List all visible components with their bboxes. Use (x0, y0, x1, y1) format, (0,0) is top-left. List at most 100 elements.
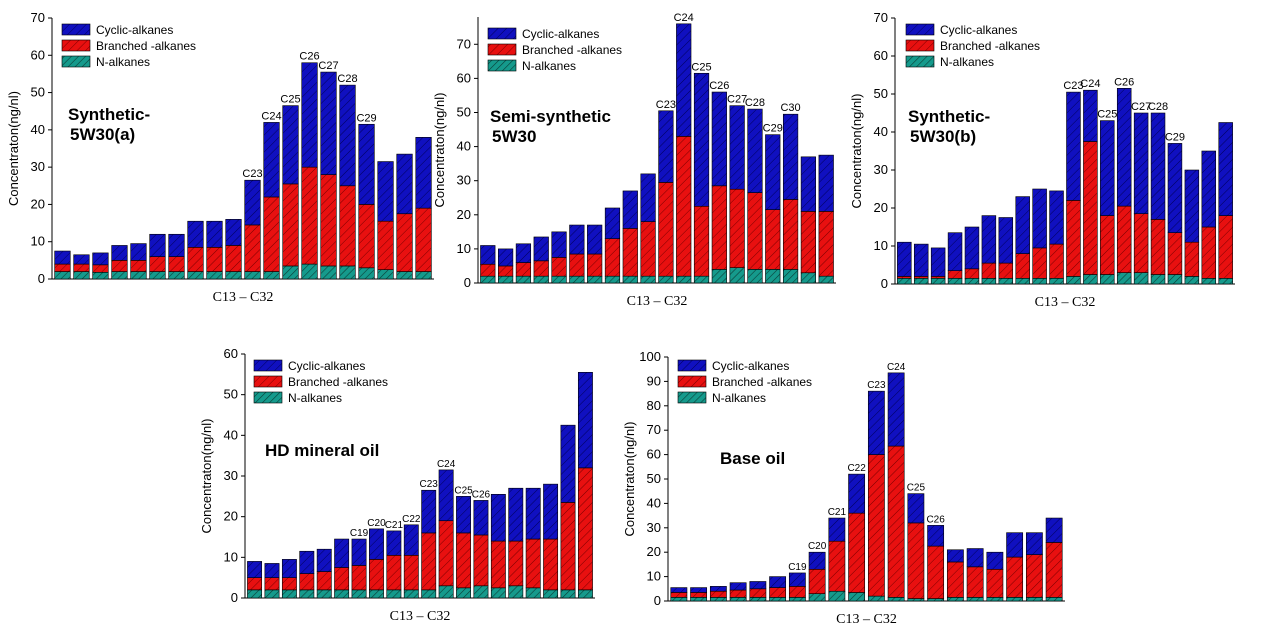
bar-data-label: C25 (454, 485, 473, 496)
bar-n-alkanes-c13 (480, 275, 496, 284)
bar-n-alkanes-c26 (927, 598, 945, 602)
bar-n-alkanes-c20 (1015, 277, 1030, 285)
bar-data-label: C21 (828, 507, 847, 518)
bar-cyclic-alkanes-c27 (1133, 112, 1149, 214)
bar-branched-alkanes-c14 (73, 263, 90, 272)
bar-cyclic-alkanes-c17 (130, 243, 147, 261)
bar-cyclic-alkanes-c15 (709, 586, 727, 592)
legend-swatch (61, 23, 91, 36)
bar-cyclic-alkanes-c13 (670, 587, 688, 593)
bar-cyclic-alkanes-c24 (887, 372, 905, 447)
bar-branched-alkanes-c27 (946, 561, 964, 598)
bar-branched-alkanes-c18 (769, 587, 787, 598)
bar-n-alkanes-c18 (149, 271, 166, 280)
bar-cyclic-alkanes-c22 (640, 173, 656, 222)
bar-branched-alkanes-c24 (438, 520, 454, 587)
bar-n-alkanes-c14 (264, 589, 280, 599)
bar-branched-alkanes-c26 (711, 185, 727, 270)
y-tick-label: 30 (874, 162, 888, 177)
bar-cyclic-alkanes-c32 (1218, 122, 1233, 216)
bar-cyclic-alkanes-c17 (316, 548, 332, 572)
chart-title: Semi-synthetic 5W30 (490, 107, 611, 146)
bar-n-alkanes-c24 (438, 585, 454, 599)
bar-n-alkanes-c31 (560, 589, 576, 599)
bar-branched-alkanes-c14 (264, 577, 280, 591)
bar-n-alkanes-c30 (377, 269, 394, 280)
bar-data-label: C21 (385, 520, 404, 531)
bar-n-alkanes-c20 (187, 271, 204, 280)
legend-swatch (677, 359, 707, 372)
bar-branched-alkanes-c18 (149, 256, 166, 272)
bar-cyclic-alkanes-c16 (947, 232, 963, 271)
bar-branched-alkanes-c27 (1133, 213, 1149, 273)
bar-data-label: C19 (350, 528, 369, 539)
bar-branched-alkanes-c17 (964, 268, 980, 279)
bar-n-alkanes-c21 (1032, 277, 1047, 285)
bar-cyclic-alkanes-c16 (299, 550, 315, 574)
bar-branched-alkanes-c16 (729, 589, 747, 598)
chart-title: HD mineral oil (265, 441, 379, 460)
bar-cyclic-alkanes-c14 (913, 243, 929, 277)
bar-n-alkanes-c32 (1218, 277, 1233, 285)
legend-swatch (253, 391, 283, 404)
bar-data-label: C23 (242, 168, 262, 180)
bar-data-label: C23 (867, 380, 886, 391)
bar-n-alkanes-c18 (569, 275, 585, 284)
bar-data-label: C24 (261, 110, 281, 122)
legend-swatch (487, 59, 517, 72)
bar-cyclic-alkanes-c15 (930, 247, 946, 277)
bar-data-label: C26 (299, 51, 319, 63)
bar-n-alkanes-c30 (1006, 597, 1024, 602)
bar-n-alkanes-c21 (386, 589, 402, 599)
bar-branched-alkanes-c18 (569, 253, 585, 277)
bar-cyclic-alkanes-c13 (480, 245, 496, 265)
y-tick-label: 70 (874, 10, 888, 25)
bar-data-label: C19 (788, 562, 807, 573)
bar-n-alkanes-c18 (769, 597, 787, 602)
legend-label: Cyclic-alkanes (96, 23, 173, 37)
bar-cyclic-alkanes-c25 (456, 496, 471, 534)
bar-cyclic-alkanes-c31 (800, 156, 816, 212)
bar-n-alkanes-c24 (676, 275, 692, 284)
legend-swatch (487, 43, 517, 56)
bar-cyclic-alkanes-c23 (867, 390, 885, 455)
bar-n-alkanes-c20 (604, 275, 621, 284)
bar-cyclic-alkanes-c31 (396, 153, 413, 215)
y-tick-label: 20 (874, 200, 888, 215)
bar-branched-alkanes-c22 (848, 512, 866, 593)
bar-branched-alkanes-c28 (508, 540, 524, 587)
bar-branched-alkanes-c25 (693, 205, 710, 277)
chart-title: Base oil (720, 449, 785, 468)
bar-branched-alkanes-c26 (1116, 205, 1132, 273)
bar-cyclic-alkanes-c31 (560, 424, 576, 503)
bar-n-alkanes-c16 (947, 277, 963, 285)
bar-data-label: C20 (367, 518, 386, 529)
bar-cyclic-alkanes-c15 (92, 252, 109, 266)
bar-cyclic-alkanes-c22 (225, 219, 242, 246)
bar-data-label: C22 (847, 463, 866, 474)
bar-cyclic-alkanes-c20 (1015, 196, 1030, 254)
y-tick-label: 60 (224, 346, 238, 361)
bar-cyclic-alkanes-c20 (808, 551, 826, 570)
bar-n-alkanes-c25 (907, 598, 925, 602)
bar-cyclic-alkanes-c32 (1045, 517, 1063, 543)
x-axis-label: C13 – C32 (390, 609, 451, 624)
bar-n-alkanes-c28 (747, 269, 763, 284)
bar-branched-alkanes-c32 (577, 467, 593, 591)
bar-branched-alkanes-c29 (1167, 232, 1183, 275)
bar-branched-alkanes-c27 (490, 540, 506, 589)
bar-cyclic-alkanes-c30 (782, 113, 799, 200)
bar-data-label: C24 (1080, 78, 1100, 90)
bar-cyclic-alkanes-c24 (438, 469, 454, 522)
bar-n-alkanes-c27 (320, 265, 337, 280)
bar-branched-alkanes-c19 (788, 586, 806, 598)
bar-n-alkanes-c17 (749, 597, 767, 602)
legend-label: Branched -alkanes (522, 43, 622, 57)
bar-branched-alkanes-c18 (334, 567, 350, 591)
bar-data-label: C24 (887, 362, 906, 373)
bar-n-alkanes-c13 (247, 589, 263, 599)
bar-cyclic-alkanes-c17 (749, 581, 767, 590)
y-tick-label: 20 (224, 509, 238, 524)
bar-cyclic-alkanes-c19 (587, 224, 603, 255)
y-tick-label: 10 (224, 549, 238, 564)
